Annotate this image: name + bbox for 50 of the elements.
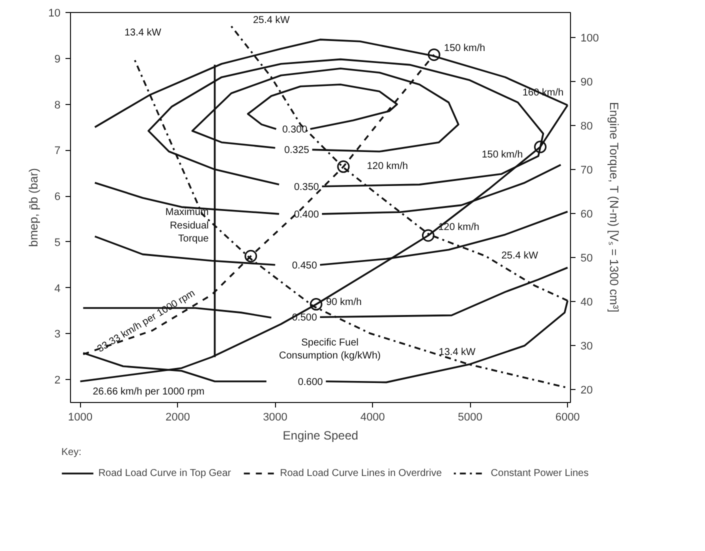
annotation: 0.350 — [294, 182, 320, 193]
x-tick-label: 2000 — [165, 412, 190, 424]
x-tick-label: 6000 — [555, 412, 580, 424]
annotation: 0.600 — [298, 376, 324, 388]
annotation: Specific Fuel Consumption (kg/kWh) — [279, 337, 381, 362]
y2-tick-label: 60 — [580, 208, 593, 221]
x-tick-label: 5000 — [458, 412, 482, 424]
annotation: 13.4 kW — [438, 346, 476, 358]
legend-label: Road Load Curve Lines in Overdrive — [280, 468, 442, 478]
y-tick-label: 9 — [54, 53, 61, 66]
y2-axis-title: Engine Torque, T (N-m) [Vₛ = 1300 cm³] — [606, 102, 621, 312]
annotation: 150 km/h — [482, 149, 523, 160]
x-tick-label: 1000 — [68, 412, 92, 424]
y-tick-label: 8 — [54, 99, 61, 112]
x-axis-title: Engine Speed — [282, 428, 358, 442]
annotation: 25.4 kW — [501, 250, 539, 262]
legend-title: Key: — [61, 447, 82, 458]
y2-tick-label: 30 — [580, 340, 593, 353]
annotation: 0.300 — [282, 124, 308, 136]
y-tick-label: 6 — [54, 191, 61, 204]
annotation: 13.4 kW — [124, 28, 162, 39]
x-tick-label: 3000 — [262, 412, 288, 424]
y2-tick-label: 80 — [580, 120, 593, 133]
annotation: Maximum Residual Torque — [165, 207, 210, 245]
y-tick-label: 10 — [48, 8, 61, 20]
annotation: 26.66 km/h per 1000 rpm — [92, 386, 204, 398]
annotation: 150 km/h — [444, 43, 486, 54]
y-tick-label: 2 — [54, 374, 61, 387]
y2-tick-label: 20 — [580, 384, 593, 397]
annotation: 25.4 kW — [252, 14, 290, 26]
x-tick-label: 4000 — [360, 412, 385, 424]
y2-tick-label: 50 — [580, 252, 593, 265]
y2-tick-label: 70 — [580, 164, 593, 177]
y-tick-label: 7 — [54, 145, 61, 158]
annotation: 120 km/h — [366, 161, 408, 172]
annotation: 0.500 — [292, 312, 318, 324]
y2-tick-label: 100 — [580, 32, 599, 45]
annotation: 120 km/h — [438, 222, 480, 233]
annotation: 90 km/h — [326, 296, 362, 308]
annotation: 0.400 — [294, 209, 320, 220]
y-tick-label: 3 — [54, 328, 61, 341]
y-axis-title: bmep, p̄b (bar) — [26, 168, 40, 247]
y-tick-label: 4 — [54, 282, 61, 295]
legend-label: Constant Power Lines — [490, 468, 589, 478]
legend-label: Road Load Curve in Top Gear — [98, 468, 232, 478]
y2-tick-label: 40 — [580, 296, 593, 309]
y-tick-label: 5 — [54, 236, 61, 249]
y2-tick-label: 90 — [580, 76, 593, 89]
annotation: 0.325 — [284, 145, 310, 156]
annotation: 0.450 — [292, 260, 318, 272]
